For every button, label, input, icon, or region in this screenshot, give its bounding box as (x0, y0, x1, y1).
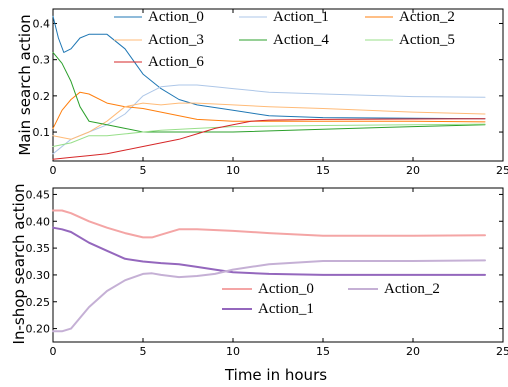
legend-label: Action_1 (273, 9, 329, 25)
in-shop-search-y-axis-label: In-shop search action (10, 184, 28, 345)
legend-label: Action_5 (399, 32, 455, 48)
main-search-series-action-6-line (52, 118, 486, 160)
main-search-series-action-5-line (52, 123, 486, 147)
main-search-series-action-4-line (52, 51, 486, 133)
main-search-y-axis: 0.1 0.2 0.3 0.4 (33, 17, 503, 139)
x-tick-label: 15 (316, 164, 330, 177)
y-tick-label: 0.25 (26, 296, 51, 309)
in-shop-search-x-axis: 0 5 10 15 20 25 (50, 188, 508, 358)
x-tick-label: 0 (50, 345, 57, 358)
legend-label: Action_1 (258, 301, 314, 317)
main-search-series-action-2-line (52, 91, 486, 129)
x-tick-label: 25 (496, 345, 508, 358)
in-shop-search-plot-frame (52, 187, 504, 343)
legend-label: Action_2 (384, 281, 440, 297)
in-shop-search-series-action-2-line (52, 259, 486, 333)
y-tick-label: 0.40 (26, 215, 51, 228)
legend-label: Action_6 (148, 54, 204, 70)
main-search-x-axis: 0 5 10 15 20 25 (50, 9, 508, 177)
x-tick-label: 5 (140, 164, 147, 177)
x-tick-label: 10 (226, 164, 240, 177)
main-search-series-action-0-line (52, 15, 486, 120)
legend-label: Action_0 (148, 9, 204, 25)
x-tick-label: 20 (406, 164, 420, 177)
legend-label: Action_0 (258, 281, 314, 297)
x-axis-label: Time in hours (224, 366, 327, 384)
main-search-series-action-1-line (52, 84, 486, 155)
y-tick-label: 0.3 (33, 54, 51, 67)
x-tick-label: 25 (496, 164, 508, 177)
main-search-series (52, 15, 486, 160)
y-tick-label: 0.45 (26, 188, 51, 201)
in-shop-search-series (52, 209, 486, 333)
in-shop-search-legend: Action_0 Action_1 Action_2 (222, 281, 440, 317)
legend-label: Action_3 (148, 32, 204, 48)
main-search-legend: Action_0 Action_1 Action_2 Action_3 Action_4… (114, 9, 455, 70)
in-shop-search-chart: 0 5 10 15 20 25 0.20 0.25 0.30 0.35 0.40 0.45 Acti… (10, 184, 508, 358)
y-tick-label: 0.30 (26, 269, 51, 282)
legend-label: Action_4 (273, 32, 329, 48)
x-tick-label: 0 (50, 164, 57, 177)
in-shop-search-series-action-0-line (52, 209, 486, 239)
y-tick-label: 0.20 (26, 323, 51, 336)
y-tick-label: 0.1 (33, 126, 51, 139)
y-tick-label: 0.2 (33, 90, 51, 103)
x-tick-label: 5 (140, 345, 147, 358)
main-search-chart: 0 5 10 15 20 25 0.1 0.2 0.3 0.4 Action_0 Action_1… (16, 8, 508, 177)
in-shop-search-y-axis: 0.20 0.25 0.30 0.35 0.40 0.45 (26, 188, 503, 336)
legend-label: Action_2 (399, 9, 455, 25)
y-tick-label: 0.35 (26, 242, 51, 255)
main-search-series-action-3-line (52, 102, 486, 140)
main-search-plot-frame (52, 8, 504, 162)
x-tick-label: 10 (226, 345, 240, 358)
main-search-y-axis-label: Main search action (16, 14, 34, 155)
in-shop-search-series-action-1-line (52, 226, 486, 276)
x-tick-label: 20 (406, 345, 420, 358)
x-tick-label: 15 (316, 345, 330, 358)
y-tick-label: 0.4 (33, 17, 51, 30)
